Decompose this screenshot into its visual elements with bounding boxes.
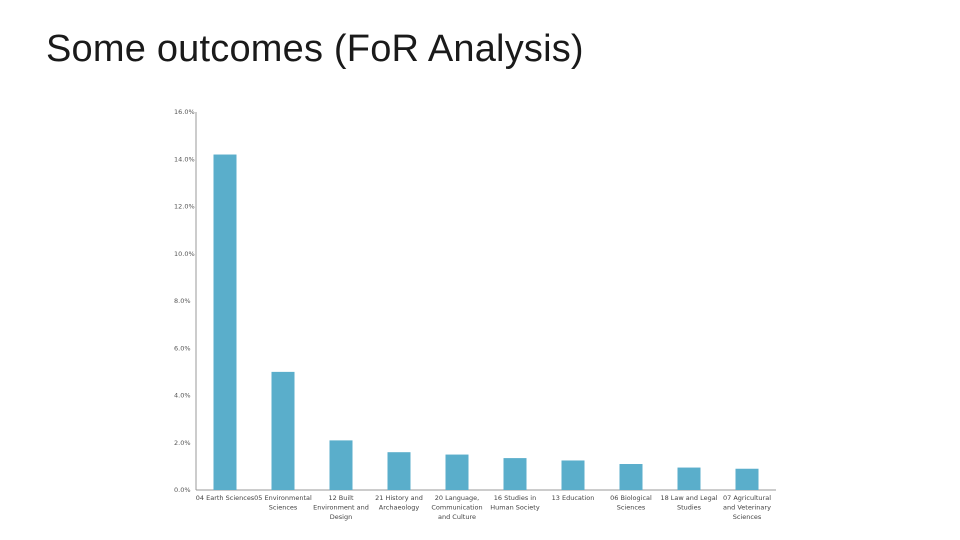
y-tick-label: 12.0% bbox=[174, 203, 195, 211]
chart-svg: 0.0% 2.0% 4.0% 6.0% 8.0% 10.0% 12.0% 14.0% 16.0%… bbox=[174, 108, 776, 521]
x-tick-label: 21 History and Archaeology bbox=[375, 494, 423, 512]
x-tick-label: 05 Environmental Sciences bbox=[254, 494, 312, 512]
bar-chart: 0.0% 2.0% 4.0% 6.0% 8.0% 10.0% 12.0% 14.0% 16.0%… bbox=[150, 100, 790, 530]
y-tick-label: 0.0% bbox=[174, 486, 191, 494]
bar bbox=[387, 452, 411, 490]
y-tick-label: 8.0% bbox=[174, 297, 191, 305]
slide-title: Some outcomes (FoR Analysis) bbox=[46, 28, 584, 70]
x-tick-label: 07 Agricultural and Veterinary Sciences bbox=[723, 494, 771, 521]
x-tick-label: 12 Built Environment and Design bbox=[313, 494, 369, 521]
bar bbox=[445, 454, 469, 490]
bar bbox=[213, 154, 237, 490]
x-tick-label: 04 Earth Sciences bbox=[196, 494, 255, 502]
bar bbox=[503, 458, 527, 490]
bar bbox=[677, 467, 701, 490]
y-tick-label: 16.0% bbox=[174, 108, 195, 116]
x-tick-label: 20 Language, Communication and Culture bbox=[431, 494, 482, 521]
y-tick-label: 10.0% bbox=[174, 250, 195, 258]
y-tick-label: 14.0% bbox=[174, 155, 195, 163]
y-tick-label: 6.0% bbox=[174, 344, 191, 352]
x-tick-label: 16 Studies in Human Society bbox=[490, 494, 540, 512]
bar bbox=[619, 464, 643, 490]
y-tick-label: 2.0% bbox=[174, 439, 191, 447]
bar bbox=[735, 468, 759, 490]
y-tick-label: 4.0% bbox=[174, 392, 191, 400]
bar bbox=[271, 371, 295, 490]
x-tick-label: 18 Law and Legal Studies bbox=[660, 494, 717, 512]
bar bbox=[329, 440, 353, 490]
bar bbox=[561, 460, 585, 490]
x-tick-label: 06 Biological Sciences bbox=[610, 494, 652, 512]
x-tick-label: 13 Education bbox=[552, 494, 595, 502]
